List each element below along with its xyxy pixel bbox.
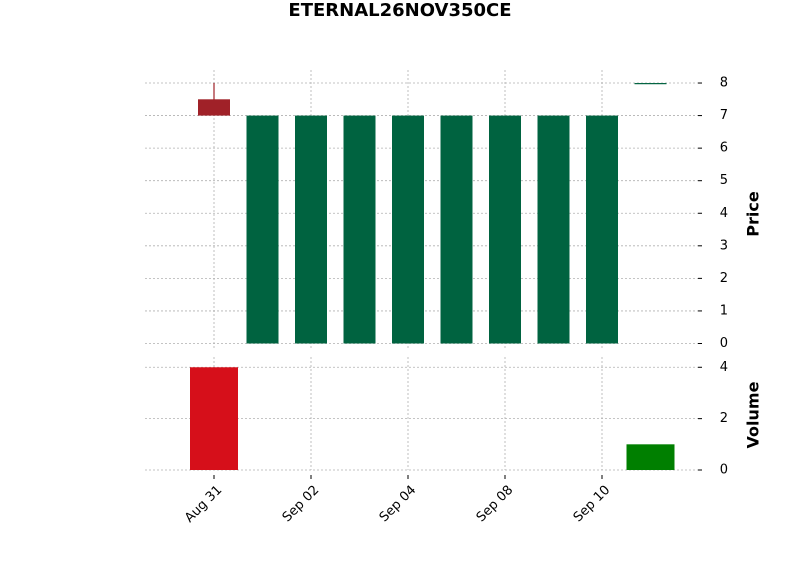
candle-body xyxy=(489,115,521,344)
y-tick-label: 3 xyxy=(720,238,728,253)
price-label: Price xyxy=(744,191,763,237)
y-tick-label: 1 xyxy=(720,303,728,318)
y-tick-label: 0 xyxy=(720,463,728,478)
candle-body xyxy=(295,115,327,344)
candle-body xyxy=(440,115,473,344)
y-tick-label: 7 xyxy=(720,108,728,123)
x-tick-label: Sep 08 xyxy=(474,483,517,526)
candle-body xyxy=(343,115,376,344)
y-tick-label: 4 xyxy=(720,206,728,221)
y-tick-label: 2 xyxy=(720,411,728,426)
y-tick-label: 4 xyxy=(720,360,728,375)
chart-title: ETERNAL26NOV350CE xyxy=(288,0,511,21)
y-tick-label: 5 xyxy=(720,173,728,188)
volume-bar xyxy=(626,444,675,470)
x-tick-label: Sep 04 xyxy=(377,483,420,526)
y-tick-label: 6 xyxy=(720,141,728,156)
y-tick-label: 2 xyxy=(720,271,728,286)
candle-body xyxy=(537,115,570,344)
x-tick-label: Sep 02 xyxy=(280,483,323,526)
candle-body xyxy=(586,115,618,344)
candle-body xyxy=(246,115,279,344)
volume-label: Volume xyxy=(744,381,763,448)
candle-body xyxy=(634,83,667,85)
candle-body xyxy=(198,99,230,116)
x-tick-label: Sep 10 xyxy=(571,483,614,526)
candle-body xyxy=(392,115,424,344)
y-tick-label: 8 xyxy=(720,76,728,91)
volume-bar xyxy=(190,367,238,470)
y-tick-label: 0 xyxy=(720,336,728,351)
x-tick-label: Aug 31 xyxy=(182,483,225,526)
